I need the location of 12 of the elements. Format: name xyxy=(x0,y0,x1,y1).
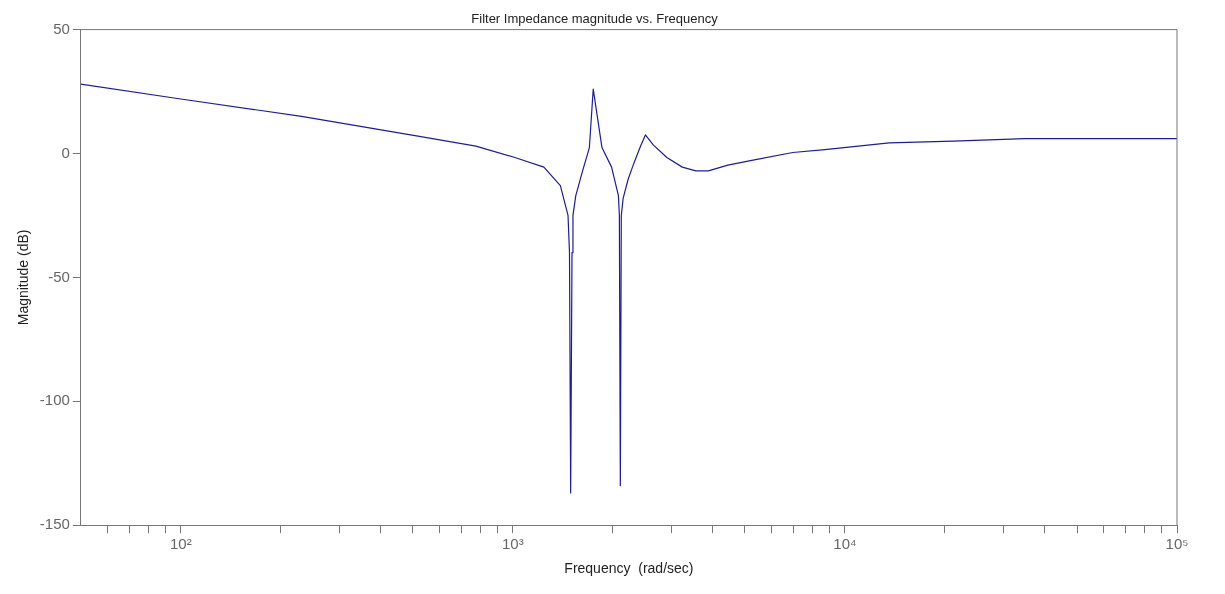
x-tick-label: 10⁵ xyxy=(1165,535,1189,553)
y-tick-label: 0 xyxy=(61,143,70,161)
y-tick-label: -50 xyxy=(48,267,70,285)
x-axis-title: Frequency (rad/sec) xyxy=(564,560,694,577)
y-axis-title: Magnitude (dB) xyxy=(15,229,32,326)
x-tick-label: 10⁴ xyxy=(833,535,857,553)
x-tick-label: 10² xyxy=(169,535,192,553)
chart-title: Filter Impedance magnitude vs. Frequency xyxy=(471,11,719,27)
x-tick-label: 10³ xyxy=(502,535,524,553)
y-tick-label: -150 xyxy=(39,515,70,533)
y-tick-label: -100 xyxy=(39,391,70,409)
y-tick-label: 50 xyxy=(53,19,70,37)
